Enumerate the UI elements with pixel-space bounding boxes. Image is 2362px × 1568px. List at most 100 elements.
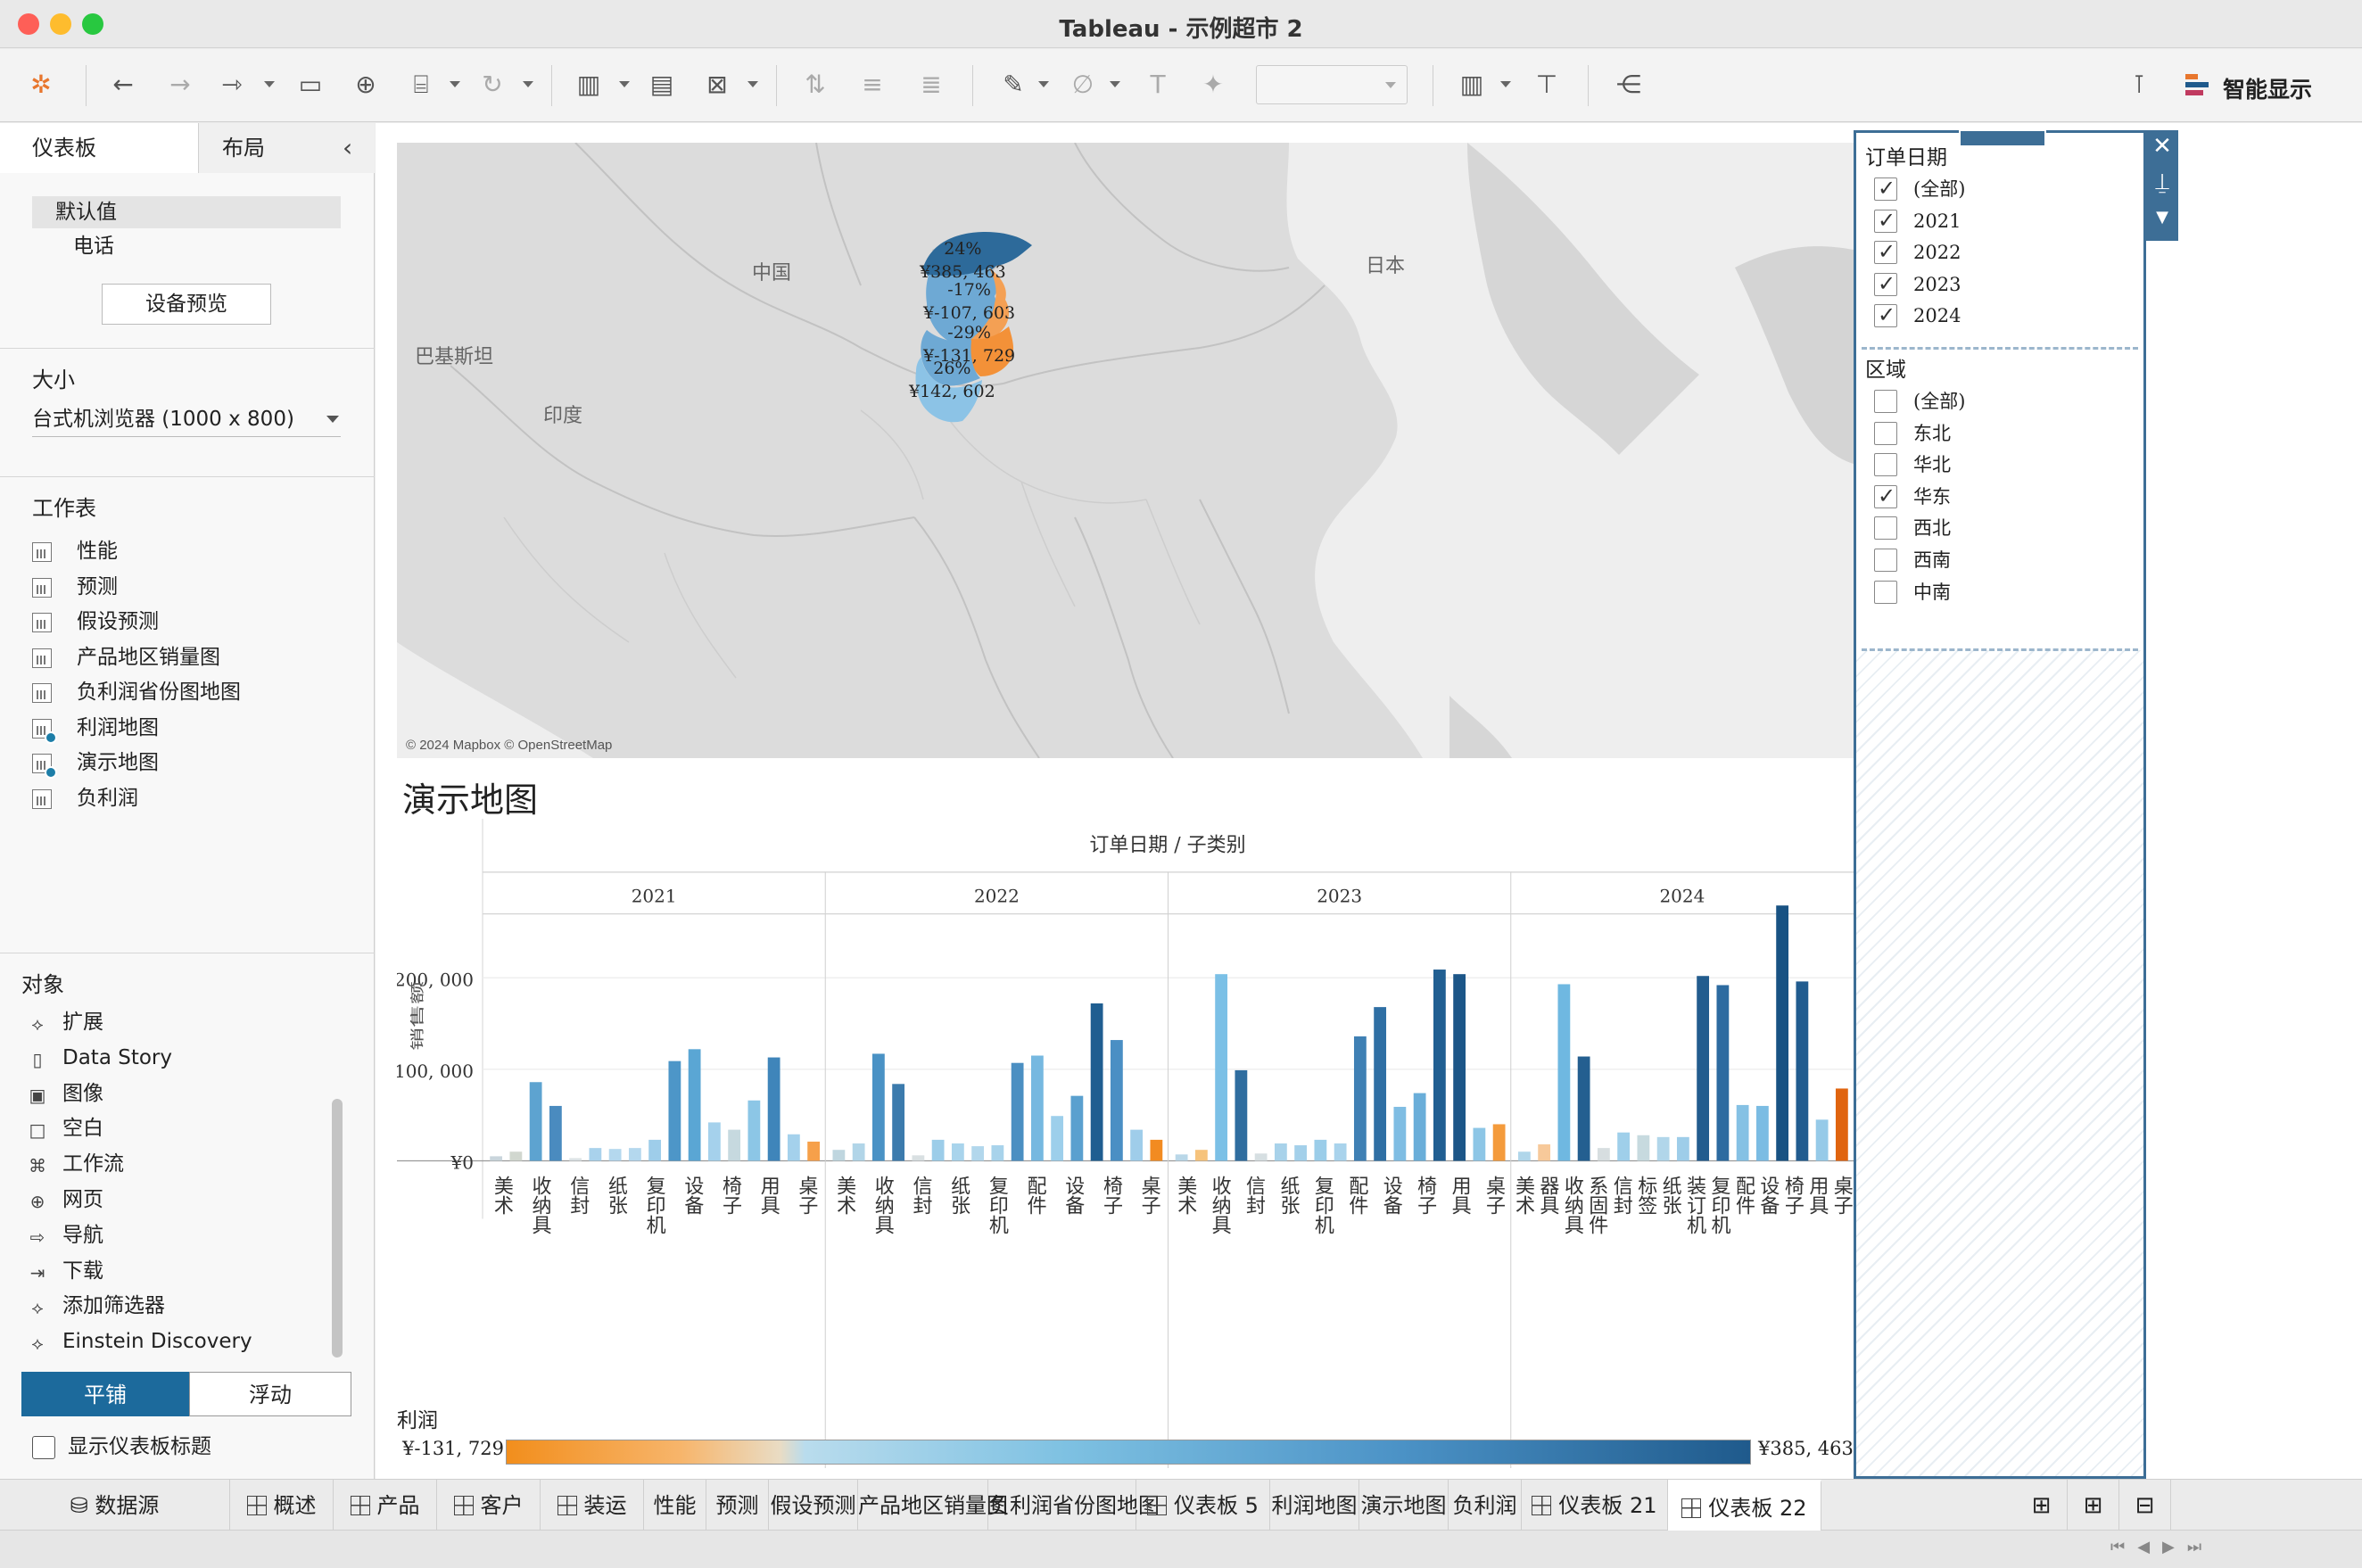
tableau-logo-icon[interactable]: ✲ bbox=[30, 70, 52, 99]
presentation-icon[interactable]: ⊤ bbox=[1535, 70, 1558, 99]
chevron-down-icon[interactable]: ▼ bbox=[2156, 208, 2168, 227]
device-default[interactable]: 默认值 bbox=[32, 196, 341, 228]
tab-sheet[interactable]: 负利润省份图地图 bbox=[988, 1480, 1160, 1531]
status-bar: ⏮◀▶⏭ bbox=[0, 1531, 2362, 1568]
size-select[interactable]: 台式机浏览器 (1000 x 800) bbox=[32, 401, 341, 437]
tab-sheet[interactable]: 预测 bbox=[706, 1480, 769, 1531]
profit-map[interactable]: 中国 日本 巴基斯坦 印度 24% ¥385, 463 -17% ¥-107, 603… bbox=[397, 143, 1854, 758]
tab-navigation-icons[interactable]: ⏮◀▶⏭ bbox=[2110, 1538, 2215, 1556]
tab-sheet[interactable]: 性能 bbox=[644, 1480, 706, 1531]
tab-sheet[interactable]: 利润地图 bbox=[1270, 1480, 1359, 1531]
tab-sheet[interactable]: 假设预测 bbox=[769, 1480, 858, 1531]
new-dashboard-tab-icon[interactable]: ⊞ bbox=[2068, 1480, 2119, 1531]
share-icon[interactable]: ⋲ bbox=[1616, 70, 1641, 99]
tab-sheet[interactable]: 负利润 bbox=[1449, 1480, 1522, 1531]
bar bbox=[1030, 1055, 1044, 1161]
tab-label: 负利润 bbox=[1452, 1493, 1517, 1518]
subcategory-label: 设备 bbox=[1756, 1176, 1780, 1215]
new-story-tab-icon[interactable]: ⊟ bbox=[2119, 1480, 2171, 1531]
format-painter-icon[interactable]: ⊺ bbox=[2132, 70, 2146, 99]
tab-dashboard[interactable]: 概述 bbox=[230, 1480, 334, 1531]
tab-sheet[interactable]: 产品地区销量图 bbox=[858, 1480, 1008, 1531]
bar bbox=[569, 1158, 582, 1161]
size-value: 台式机浏览器 (1000 x 800) bbox=[32, 408, 294, 431]
legend-max: ¥385, 463 bbox=[1758, 1438, 1854, 1459]
labels-icon[interactable]: T bbox=[1150, 70, 1166, 99]
tab-layout[interactable]: 布局 bbox=[198, 123, 375, 173]
tab-dashboard[interactable]: 仪表板 5 bbox=[1136, 1480, 1270, 1531]
new-worksheet-tab-icon[interactable]: ⊞ bbox=[2016, 1480, 2068, 1531]
clear-icon[interactable]: ⊠ bbox=[706, 70, 728, 99]
bar bbox=[1150, 1139, 1163, 1161]
float-button[interactable]: 浮动 bbox=[189, 1372, 351, 1416]
bar bbox=[1011, 1062, 1024, 1161]
dashboard-icon bbox=[557, 1496, 577, 1515]
checkbox[interactable] bbox=[1874, 580, 1897, 604]
sort-descending-icon[interactable]: ≣ bbox=[921, 70, 942, 99]
checkbox[interactable] bbox=[1874, 268, 1897, 299]
sales-bar-chart[interactable]: 订单日期 / 子类别¥0¥100, 000¥200, 000销售额2021美术收… bbox=[382, 819, 1854, 1514]
duplicate-icon[interactable]: ▤ bbox=[649, 70, 674, 99]
close-window-button[interactable] bbox=[18, 13, 39, 35]
object-label: 工作流 bbox=[62, 1152, 124, 1176]
swap-icon[interactable]: ⇅ bbox=[805, 70, 826, 99]
data-source-icon[interactable]: ⇾ bbox=[221, 70, 243, 99]
bar bbox=[1617, 1132, 1631, 1161]
objects-scrollbar[interactable] bbox=[332, 1099, 343, 1358]
checkbox[interactable] bbox=[1874, 421, 1897, 445]
checkbox[interactable] bbox=[1874, 236, 1897, 267]
undo-icon[interactable]: ← bbox=[112, 70, 134, 99]
tab-dashboard[interactable]: 仪表板 22 bbox=[1668, 1480, 1821, 1531]
object-label: 下载 bbox=[62, 1259, 103, 1283]
bar bbox=[688, 1049, 701, 1161]
show-cards-icon[interactable]: ▥ bbox=[1459, 70, 1484, 99]
highlight-icon[interactable]: ✎ bbox=[1003, 70, 1024, 99]
tab-datasource[interactable]: ⛁ 数据源 bbox=[0, 1480, 230, 1531]
filter-option-label: (全部) bbox=[1913, 178, 1966, 200]
new-worksheet-icon[interactable]: ▥ bbox=[576, 70, 601, 99]
checkbox[interactable] bbox=[1874, 516, 1897, 541]
download-icon: ⇥ bbox=[29, 1261, 45, 1283]
tab-dashboard[interactable]: 装运 bbox=[541, 1480, 644, 1531]
subcategory-label: 美术 bbox=[833, 1176, 856, 1215]
object-label: Einstein Discovery bbox=[62, 1330, 252, 1354]
tab-dashboard[interactable]: 客户 bbox=[437, 1480, 541, 1531]
checkbox[interactable] bbox=[1874, 300, 1897, 330]
checkbox[interactable] bbox=[1874, 481, 1897, 511]
pin-icon[interactable]: ⍊ bbox=[2155, 169, 2169, 195]
checkbox[interactable] bbox=[1874, 173, 1897, 203]
pause-icon[interactable]: ⌸ bbox=[413, 70, 429, 99]
filter-panel[interactable]: 订单日期 (全部) 2021 2022 2023 2024 区域 (全部) 东北华北华东西… bbox=[1854, 129, 2146, 1479]
checkbox[interactable] bbox=[1874, 390, 1897, 413]
tab-dashboard[interactable]: 产品 bbox=[334, 1480, 437, 1531]
annotate-icon[interactable]: ∅ bbox=[1071, 70, 1094, 99]
device-preview-button[interactable]: 设备预览 bbox=[102, 284, 271, 325]
pin-icon[interactable]: ✦ bbox=[1202, 70, 1224, 99]
checkbox[interactable] bbox=[1874, 453, 1897, 477]
subcategory-label: 复印机 bbox=[1311, 1176, 1334, 1234]
save-icon[interactable]: ▭ bbox=[298, 70, 323, 99]
device-phone[interactable]: 电话 bbox=[73, 235, 114, 258]
y-tick-label: ¥0 bbox=[450, 1152, 474, 1174]
sheet-used-check-icon bbox=[45, 766, 57, 779]
collapse-panel-icon[interactable]: ‹ bbox=[343, 133, 353, 162]
checkbox[interactable] bbox=[1874, 205, 1897, 235]
map-label-china: 中国 bbox=[752, 262, 792, 285]
worksheet-icon bbox=[32, 577, 52, 598]
redo-icon[interactable]: → bbox=[169, 70, 191, 99]
fit-select[interactable] bbox=[1256, 65, 1408, 104]
maximize-window-button[interactable] bbox=[82, 13, 103, 35]
smart-show-button[interactable]: 智能显示 bbox=[2185, 69, 2337, 104]
tab-sheet[interactable]: 演示地图 bbox=[1359, 1480, 1449, 1531]
new-datasource-icon[interactable]: ⊕ bbox=[355, 70, 376, 99]
tab-dashboard[interactable]: 仪表板 bbox=[0, 123, 198, 173]
tab-dashboard[interactable]: 仪表板 21 bbox=[1522, 1480, 1668, 1531]
minimize-window-button[interactable] bbox=[50, 13, 71, 35]
checkbox[interactable] bbox=[1874, 549, 1897, 572]
tile-button[interactable]: 平铺 bbox=[21, 1372, 189, 1416]
sort-ascending-icon[interactable]: ≡ bbox=[862, 70, 883, 99]
close-icon[interactable]: ✕ bbox=[2152, 133, 2172, 160]
filter-move-handle[interactable] bbox=[1959, 129, 2046, 147]
checkbox-box[interactable] bbox=[32, 1436, 55, 1459]
refresh-icon[interactable]: ↻ bbox=[482, 70, 503, 99]
